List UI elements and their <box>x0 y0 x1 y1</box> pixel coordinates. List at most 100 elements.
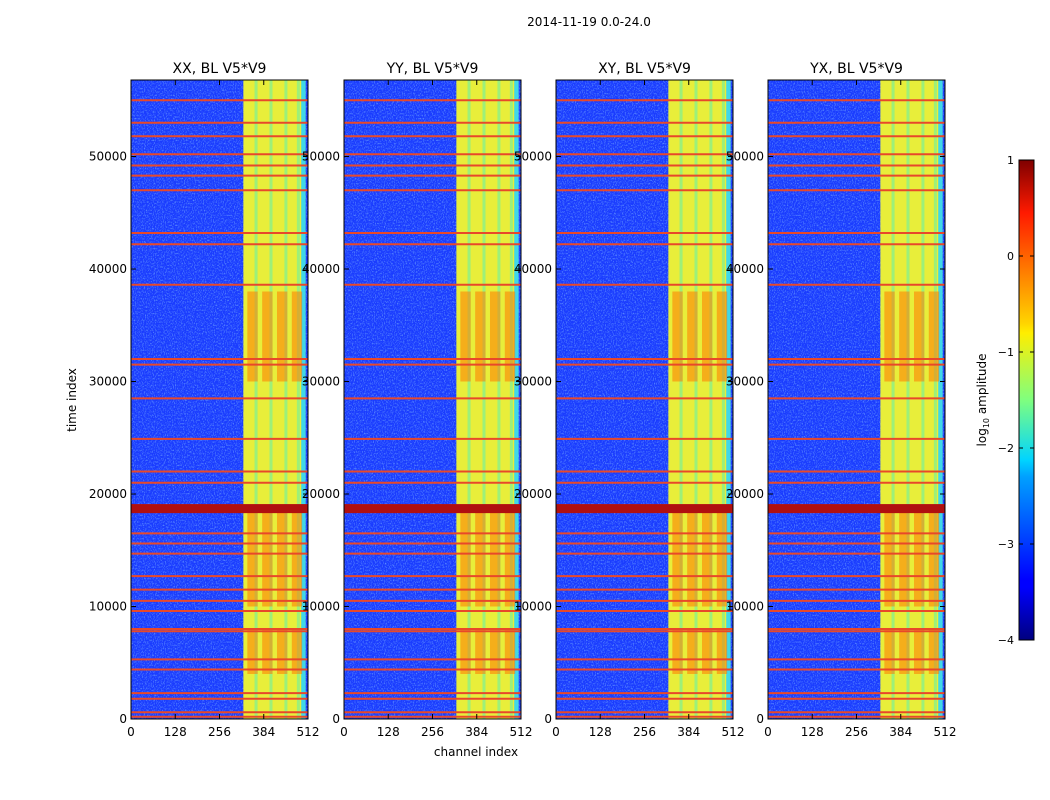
hot-patch <box>475 510 486 607</box>
hot-patch <box>884 510 895 607</box>
flagged-row <box>556 599 733 602</box>
y-tick-label: 30000 <box>514 375 552 389</box>
flagged-row <box>556 711 733 714</box>
x-tick-label: 384 <box>465 725 488 739</box>
flagged-row <box>768 532 945 535</box>
flagged-row <box>131 243 308 246</box>
flagged-row <box>131 232 308 234</box>
flagged-row <box>344 363 521 366</box>
colorbar-tick-label: −4 <box>998 634 1014 647</box>
hot-patch <box>489 629 501 674</box>
heatmap-image <box>131 80 308 719</box>
hot-patch <box>928 629 940 674</box>
hot-patch <box>687 291 698 382</box>
flagged-row <box>768 481 945 484</box>
flagged-row <box>344 397 521 400</box>
flagged-row <box>768 599 945 602</box>
x-tick-label: 512 <box>722 725 745 739</box>
flagged-row <box>131 542 308 545</box>
figure-suptitle: 2014-11-19 0.0-24.0 <box>527 15 651 29</box>
rfi-band <box>456 80 519 719</box>
rfi-substripe <box>254 80 258 719</box>
hot-patch <box>460 291 471 382</box>
flagged-row <box>131 283 308 286</box>
x-tick-label: 0 <box>552 725 560 739</box>
rfi-substripe <box>679 80 683 719</box>
flagged-row <box>768 692 945 695</box>
flagged-row <box>344 692 521 695</box>
x-tick-label: 128 <box>377 725 400 739</box>
hot-patch <box>504 510 516 607</box>
flagged-row <box>131 610 308 612</box>
x-tick-label: 512 <box>297 725 320 739</box>
panels: XX, BL V5*V9 0 128 256 384 512 0 10000 20000 3000… <box>89 61 957 739</box>
flagged-row <box>556 358 733 360</box>
hot-patch <box>489 510 501 607</box>
rfi-substripe <box>284 80 288 719</box>
flagged-row <box>344 542 521 545</box>
flagged-row <box>344 599 521 602</box>
y-tick-label: 10000 <box>302 600 340 614</box>
hot-patch <box>475 629 486 674</box>
rfi-edge <box>514 80 519 719</box>
flagged-row <box>344 243 521 246</box>
x-tick-label: 256 <box>633 725 656 739</box>
heatmap-image <box>344 80 521 719</box>
hot-patch <box>701 629 713 674</box>
y-tick-label: 40000 <box>302 262 340 276</box>
flagged-row <box>556 610 733 612</box>
x-tick-label: 128 <box>589 725 612 739</box>
y-tick-label: 0 <box>756 712 764 726</box>
colorbar-tick-label: 0 <box>1007 250 1014 263</box>
colorbar: 1 0 −1 −2 −3 −4 log10 amplitude <box>975 154 1035 647</box>
rfi-substripe <box>467 80 471 719</box>
hot-patch <box>247 510 258 607</box>
colorbar-gradient <box>1018 159 1035 641</box>
flagged-row <box>768 630 945 633</box>
colorbar-tick-label: 1 <box>1007 154 1014 167</box>
hot-patch <box>913 291 925 382</box>
flagged-row <box>556 153 733 156</box>
flagged-row <box>344 552 521 555</box>
colorbar-tick-label: −1 <box>998 346 1014 359</box>
hot-patch <box>672 510 683 607</box>
rfi-edge <box>726 80 731 719</box>
flagged-row <box>556 628 733 630</box>
x-tick-label: 128 <box>801 725 824 739</box>
flagged-row <box>768 658 945 661</box>
colorbar-ticks: 1 0 −1 −2 −3 −4 <box>998 154 1034 647</box>
flagged-row <box>768 363 945 366</box>
hot-patch <box>262 510 273 607</box>
flagged-row <box>556 189 733 192</box>
flagged-row <box>344 532 521 535</box>
hot-patch <box>291 629 303 674</box>
flagged-row <box>768 542 945 545</box>
flagged-row <box>131 588 308 591</box>
hot-patch <box>504 291 516 382</box>
flagged-row <box>768 588 945 591</box>
flagged-row <box>131 532 308 535</box>
x-tick-label: 384 <box>677 725 700 739</box>
y-tick-label: 40000 <box>514 262 552 276</box>
hot-patch <box>928 291 940 382</box>
hot-patch <box>247 629 258 674</box>
y-tick-label: 20000 <box>514 487 552 501</box>
hot-patch <box>884 291 895 382</box>
heatmap-image <box>768 80 945 719</box>
flagged-block <box>131 504 308 514</box>
y-tick-label: 0 <box>332 712 340 726</box>
flagged-row <box>344 358 521 360</box>
panel-2: YY, BL V5*V9 0 128 256 384 512 0 10000 20000 3000… <box>302 61 533 739</box>
flagged-row <box>131 575 308 578</box>
flagged-row <box>344 174 521 177</box>
flagged-row <box>768 610 945 612</box>
flagged-row <box>768 153 945 156</box>
flagged-row <box>556 243 733 246</box>
flagged-row <box>768 628 945 630</box>
panel-title: YX, BL V5*V9 <box>809 61 903 77</box>
flagged-row <box>768 711 945 714</box>
rfi-substripe <box>497 80 501 719</box>
flagged-row <box>768 552 945 555</box>
y-tick-label: 10000 <box>89 600 127 614</box>
